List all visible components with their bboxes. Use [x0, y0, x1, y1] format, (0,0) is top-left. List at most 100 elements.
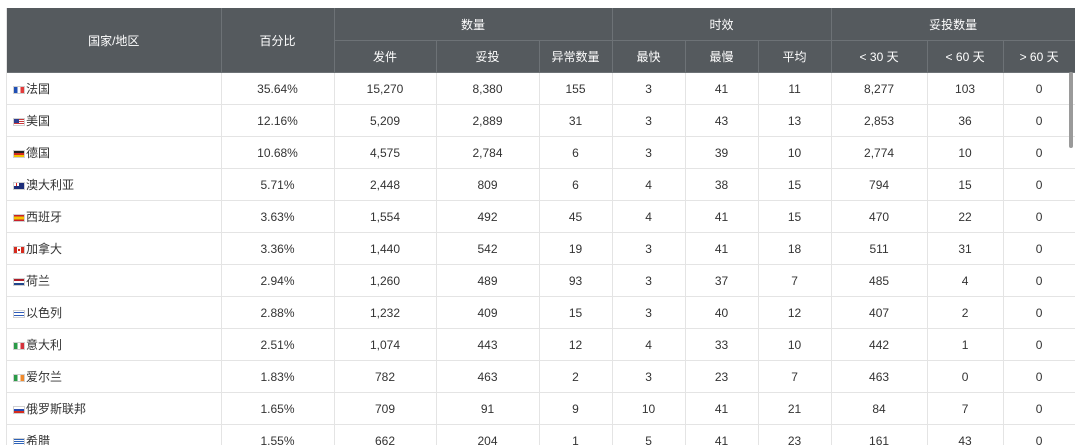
table-row[interactable]: 以色列 2.88% 1,232 409 15 3 40 12 407 2 0	[7, 296, 1075, 329]
table-row[interactable]: 俄罗斯联邦 1.65% 709 91 9 10 41 21 84 7 0	[7, 392, 1075, 425]
country-name: 俄罗斯联邦	[26, 402, 87, 416]
cell-slowest: 41	[685, 392, 759, 425]
vertical-scrollbar[interactable]	[1069, 72, 1073, 148]
cell-slowest: 33	[685, 328, 759, 361]
cell-slowest: 41	[685, 232, 759, 265]
cell-gt60: 0	[1003, 72, 1075, 105]
table-row[interactable]: 加拿大 3.36% 1,440 542 19 3 41 18 511 31 0	[7, 232, 1075, 265]
cell-average: 15	[758, 200, 832, 233]
cell-delivered: 2,784	[436, 136, 540, 169]
cell-sent: 709	[334, 392, 437, 425]
country-name: 希腊	[26, 434, 51, 445]
russia-flag-icon	[13, 406, 25, 414]
cell-country: 加拿大	[7, 232, 222, 265]
header-slowest[interactable]: 最慢	[685, 40, 759, 73]
table-row[interactable]: 澳大利亚 5.71% 2,448 809 6 4 38 15 794 15 0	[7, 168, 1075, 201]
header-sent[interactable]: 发件	[334, 40, 437, 73]
header-lt60[interactable]: < 60 天	[927, 40, 1004, 73]
cell-average: 15	[758, 168, 832, 201]
cell-lt60: 10	[927, 136, 1004, 169]
statistics-table-container: 国家/地区 百分比 数量 时效 妥投数量 发件 妥投 异常数量 最快 最慢 平均…	[6, 8, 1075, 445]
cell-average: 7	[758, 360, 832, 393]
country-name: 加拿大	[26, 242, 63, 256]
cell-lt30: 442	[831, 328, 928, 361]
cell-fastest: 3	[612, 264, 686, 297]
header-delivered[interactable]: 妥投	[436, 40, 540, 73]
cell-delivered: 489	[436, 264, 540, 297]
cell-fastest: 3	[612, 296, 686, 329]
cell-fastest: 3	[612, 104, 686, 137]
table-row[interactable]: 荷兰 2.94% 1,260 489 93 3 37 7 485 4 0	[7, 264, 1075, 297]
cell-delivered: 443	[436, 328, 540, 361]
header-average[interactable]: 平均	[758, 40, 832, 73]
cell-sent: 1,232	[334, 296, 437, 329]
header-fastest[interactable]: 最快	[612, 40, 686, 73]
cell-country: 爱尔兰	[7, 360, 222, 393]
cell-lt60: 43	[927, 424, 1004, 445]
australia-flag-icon	[13, 182, 25, 190]
cell-lt30: 407	[831, 296, 928, 329]
cell-abnormal: 1	[539, 424, 613, 445]
cell-fastest: 4	[612, 168, 686, 201]
country-statistics-table: 国家/地区 百分比 数量 时效 妥投数量 发件 妥投 异常数量 最快 最慢 平均…	[7, 8, 1075, 445]
cell-slowest: 37	[685, 264, 759, 297]
cell-country: 意大利	[7, 328, 222, 361]
cell-average: 23	[758, 424, 832, 445]
cell-average: 7	[758, 264, 832, 297]
cell-fastest: 3	[612, 72, 686, 105]
header-lt30[interactable]: < 30 天	[831, 40, 928, 73]
cell-slowest: 43	[685, 104, 759, 137]
cell-country: 荷兰	[7, 264, 222, 297]
cell-abnormal: 6	[539, 136, 613, 169]
cell-gt60: 0	[1003, 328, 1075, 361]
cell-percent: 10.68%	[221, 136, 335, 169]
table-row[interactable]: 爱尔兰 1.83% 782 463 2 3 23 7 463 0 0	[7, 360, 1075, 393]
cell-percent: 3.36%	[221, 232, 335, 265]
italy-flag-icon	[13, 342, 25, 350]
header-abnormal[interactable]: 异常数量	[539, 40, 613, 73]
cell-percent: 1.55%	[221, 424, 335, 445]
cell-lt60: 103	[927, 72, 1004, 105]
cell-country: 以色列	[7, 296, 222, 329]
country-name: 西班牙	[26, 210, 63, 224]
cell-lt30: 161	[831, 424, 928, 445]
table-row[interactable]: 希腊 1.55% 662 204 1 5 41 23 161 43 0	[7, 424, 1075, 445]
cell-delivered: 204	[436, 424, 540, 445]
cell-gt60: 0	[1003, 104, 1075, 137]
table-row[interactable]: 法国 35.64% 15,270 8,380 155 3 41 11 8,277 103 0	[7, 72, 1075, 105]
cell-lt30: 511	[831, 232, 928, 265]
header-country[interactable]: 国家/地区	[7, 8, 222, 73]
cell-abnormal: 12	[539, 328, 613, 361]
cell-lt60: 1	[927, 328, 1004, 361]
cell-lt60: 7	[927, 392, 1004, 425]
cell-delivered: 492	[436, 200, 540, 233]
cell-fastest: 3	[612, 232, 686, 265]
table-row[interactable]: 德国 10.68% 4,575 2,784 6 3 39 10 2,774 10 0	[7, 136, 1075, 169]
header-percent[interactable]: 百分比	[221, 8, 335, 73]
germany-flag-icon	[13, 150, 25, 158]
country-name: 以色列	[26, 306, 63, 320]
table-row[interactable]: 意大利 2.51% 1,074 443 12 4 33 10 442 1 0	[7, 328, 1075, 361]
table-row[interactable]: 美国 12.16% 5,209 2,889 31 3 43 13 2,853 36 0	[7, 104, 1075, 137]
cell-sent: 4,575	[334, 136, 437, 169]
cell-fastest: 10	[612, 392, 686, 425]
cell-fastest: 4	[612, 200, 686, 233]
cell-slowest: 41	[685, 72, 759, 105]
ireland-flag-icon	[13, 374, 25, 382]
header-group-quantity: 数量	[334, 8, 613, 41]
cell-abnormal: 45	[539, 200, 613, 233]
cell-lt30: 470	[831, 200, 928, 233]
cell-delivered: 809	[436, 168, 540, 201]
cell-percent: 2.94%	[221, 264, 335, 297]
cell-lt60: 4	[927, 264, 1004, 297]
cell-sent: 5,209	[334, 104, 437, 137]
netherlands-flag-icon	[13, 278, 25, 286]
cell-percent: 1.83%	[221, 360, 335, 393]
header-gt60[interactable]: > 60 天	[1003, 40, 1075, 73]
table-row[interactable]: 西班牙 3.63% 1,554 492 45 4 41 15 470 22 0	[7, 200, 1075, 233]
cell-percent: 1.65%	[221, 392, 335, 425]
country-name: 美国	[26, 114, 51, 128]
country-name: 澳大利亚	[26, 178, 75, 192]
cell-sent: 2,448	[334, 168, 437, 201]
header-group-timing: 时效	[612, 8, 832, 41]
